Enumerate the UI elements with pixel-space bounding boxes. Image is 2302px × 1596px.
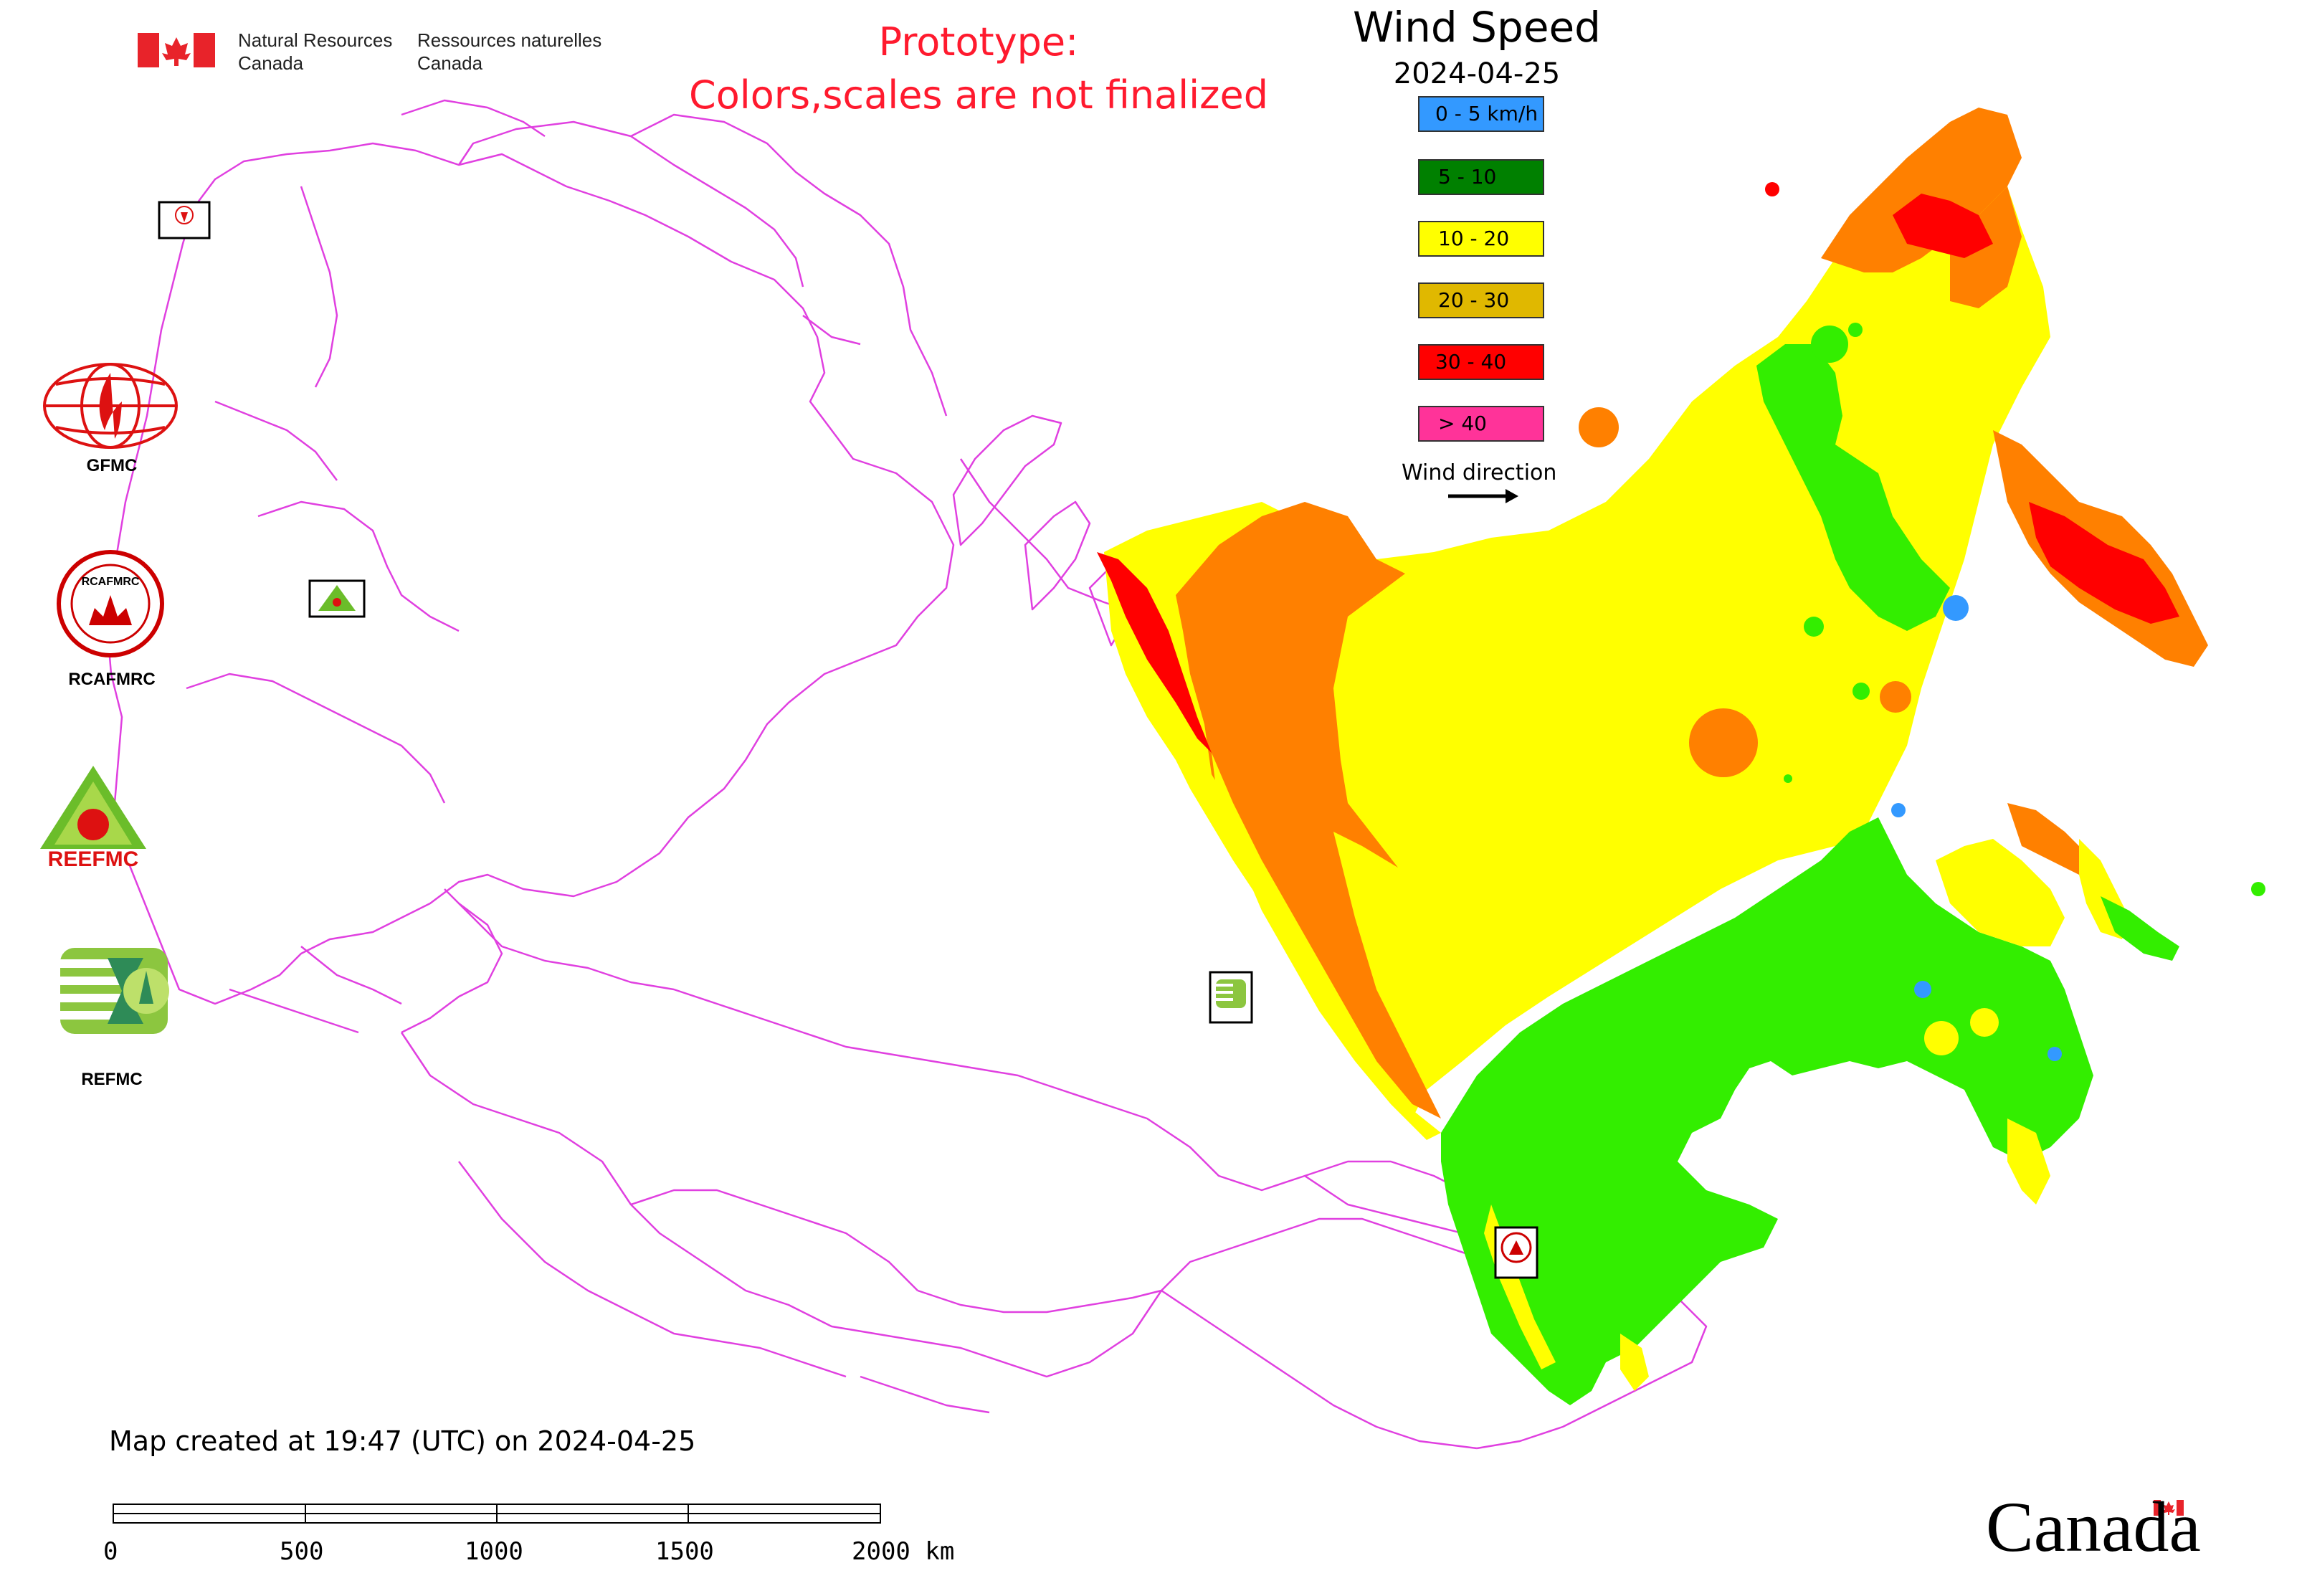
russia-outline: [106, 142, 955, 1005]
agency-name-fr: Ressources naturelles Canada: [417, 29, 602, 74]
yamal: [1024, 500, 1091, 611]
marker-reefmc: [308, 579, 366, 618]
rcafmrc-label: RCAFMRC: [68, 670, 156, 689]
prototype-notice: Prototype: Colors,scales are not finaliz…: [645, 16, 1312, 122]
tajik-border: [860, 1375, 990, 1414]
orange-spot-2: [1579, 407, 1619, 447]
scale-tick-1500: 1500: [655, 1537, 714, 1566]
canada-flag-icon: [138, 33, 215, 67]
mongolia-south: [1161, 1289, 1478, 1450]
yellow-south-tip: [1620, 1334, 1649, 1391]
rcafmrc-logo: RCAFMRC: [57, 550, 164, 657]
green-spot-6: [2251, 882, 2265, 896]
red-strip-west: [1097, 552, 1212, 753]
baltic-border: [214, 400, 338, 481]
ukraine-border: [186, 673, 446, 804]
scale-bar: [113, 1504, 881, 1524]
kazakhstan-border: [444, 888, 1492, 1206]
legend-item-2: 10 - 20: [1418, 221, 1544, 257]
wordmark-flag-icon: [2154, 1500, 2184, 1516]
green-spot-1: [1811, 326, 1848, 363]
reefmc-label: REEFMC: [47, 847, 139, 871]
blue-spot-4: [2047, 1047, 2062, 1061]
finland-border: [300, 186, 338, 388]
yellow-southeast: [2007, 1118, 2050, 1205]
green-spot-3: [1804, 617, 1824, 637]
marker-gfmc: [158, 201, 211, 239]
legend-title: Wind Speed: [1352, 3, 1602, 52]
red-spot-1: [1765, 182, 1779, 196]
green-sakhalin: [2101, 896, 2179, 961]
orange-northeast: [1821, 108, 2022, 272]
yellow-east-region: [1936, 839, 2065, 946]
yellow-spot-1: [1924, 1021, 1959, 1055]
legend-item-1: 5 - 10: [1418, 159, 1544, 195]
gfmc-label: GFMC: [86, 456, 138, 475]
yellow-spot-2: [1970, 1008, 1999, 1037]
legend-item-3: 20 - 30: [1418, 282, 1544, 318]
green-spot-5: [1784, 774, 1792, 783]
green-spot-2: [1848, 323, 1863, 337]
internal-line-1: [802, 315, 861, 346]
marker-refmc: [1209, 971, 1253, 1024]
legend-date: 2024-04-25: [1393, 57, 1561, 90]
legend-item-4: 30 - 40: [1418, 344, 1544, 380]
legend-item-0: 0 - 5 km/h: [1418, 96, 1544, 132]
refmc-logo: [60, 948, 169, 1034]
scale-tick-1000: 1000: [465, 1537, 523, 1566]
map-created-timestamp: Map created at 19:47 (UTC) on 2024-04-25: [109, 1425, 696, 1457]
blue-spot-1: [1943, 595, 1969, 621]
orange-east-small: [2007, 803, 2093, 875]
green-south-region: [1441, 817, 2093, 1405]
turkmen-border: [458, 1161, 847, 1378]
orange-circle-center: [1689, 708, 1758, 777]
caspian-west: [401, 903, 503, 1034]
georgia-border: [229, 988, 359, 1034]
scale-tick-500: 500: [280, 1537, 324, 1566]
scale-tick-0: 0: [103, 1537, 118, 1566]
kola-outline: [457, 120, 804, 288]
wind-regions: [1097, 108, 2265, 1405]
uzbek-border: [630, 1189, 918, 1291]
kyrgyz-border: [917, 1289, 1162, 1314]
blue-spot-3: [1914, 981, 1931, 998]
belarus-border: [257, 500, 460, 632]
legend-item-5: > 40: [1418, 406, 1544, 442]
prototype-line2: Colors,scales are not finalized: [689, 72, 1268, 118]
reefmc-logo: [40, 766, 148, 866]
blue-spot-2: [1891, 803, 1906, 817]
orange-band-west: [1176, 502, 1441, 1118]
green-north-patch: [1756, 344, 1950, 631]
novaya-zemlya: [952, 414, 1062, 546]
gfmc-logo: [43, 363, 178, 449]
green-spot-4: [1852, 683, 1870, 700]
north-coast-2: [630, 113, 948, 417]
canada-wordmark: Canada: [1986, 1487, 2201, 1567]
wind-direction-label: Wind direction: [1402, 460, 1557, 485]
north-coast-1: [401, 99, 546, 138]
agency-name-en: Natural Resources Canada: [238, 29, 393, 74]
rcafmrc-emblem-text: RCAFMRC: [82, 576, 140, 588]
kazakhstan-south: [400, 1032, 1535, 1378]
prototype-line1: Prototype:: [878, 19, 1079, 65]
scale-tick-2000: 2000 km: [852, 1537, 955, 1566]
orange-spot-1: [1880, 681, 1911, 713]
caucasus-border: [300, 946, 402, 1005]
red-north: [1893, 194, 1993, 258]
marker-rcafmrc: [1494, 1226, 1538, 1279]
yellow-diagonal: [1462, 875, 1721, 1054]
red-east-peninsula: [2029, 502, 2179, 624]
wind-direction-arrow: [1448, 489, 1518, 503]
refmc-label: REFMC: [81, 1070, 143, 1089]
